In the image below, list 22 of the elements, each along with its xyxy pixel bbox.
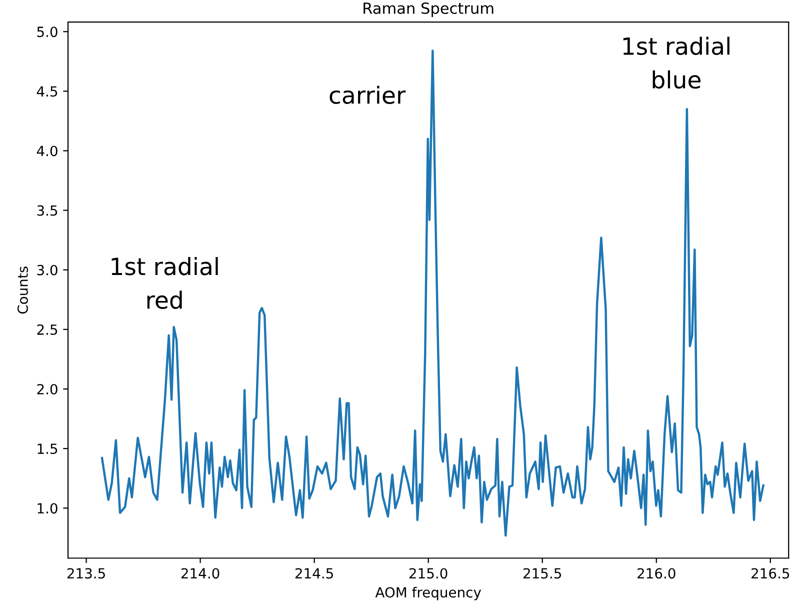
y-tick-label: 3.5	[37, 205, 58, 216]
y-tick-label: 1.0	[38, 503, 58, 514]
annotation: 1st radial red	[112, 257, 218, 309]
x-tick-label: 213.5	[67, 568, 105, 579]
x-tick-label: 214.5	[295, 568, 333, 579]
chart-title: Raman Spectrum	[364, 2, 494, 17]
y-tick-label: 3.0	[37, 264, 58, 276]
y-tick-label: 1.5	[38, 444, 58, 454]
y-tick-label: 2.5	[37, 324, 58, 335]
y-axis-title: Counts	[17, 266, 28, 314]
y-tick-label: 4.5	[36, 86, 58, 97]
x-tick-label: 215.0	[409, 568, 448, 579]
x-tick-label: 214.0	[181, 568, 220, 579]
annotation: 1st radial blue	[623, 36, 730, 89]
x-tick-label: 216.5	[752, 568, 790, 579]
x-axis-title: AOM frequency	[375, 586, 482, 600]
y-tick-label: 4.0	[36, 146, 58, 156]
y-tick-label: 2.0	[37, 384, 58, 394]
x-tick-label: 215.5	[523, 568, 562, 579]
x-tick-label: 216.0	[638, 568, 676, 579]
y-tick-label: 5.0	[37, 26, 58, 38]
annotation: carrier	[330, 86, 406, 104]
